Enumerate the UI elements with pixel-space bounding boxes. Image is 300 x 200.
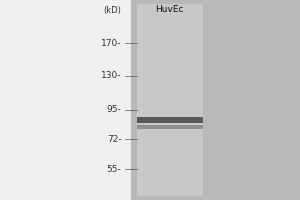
Text: 72-: 72- [107, 134, 122, 144]
Bar [130, 0, 300, 200]
Text: 170-: 170- [101, 38, 122, 47]
Text: HuvEc: HuvEc [155, 5, 184, 14]
Text: 55-: 55- [107, 164, 122, 173]
Bar [136, 125, 202, 129]
Bar [136, 117, 202, 123]
Text: 130-: 130- [101, 72, 122, 80]
Text: 95-: 95- [107, 106, 122, 114]
Bar [136, 4, 202, 196]
Text: (kD): (kD) [103, 6, 122, 16]
